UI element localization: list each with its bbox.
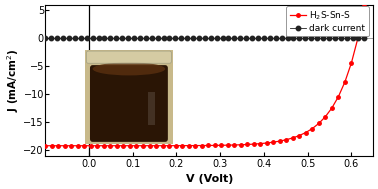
H$_2$S-Sn-S [102, 145, 106, 147]
H$_2$S-Sn-S [349, 62, 354, 64]
H$_2$S-Sn-S [76, 145, 80, 147]
dark current [362, 37, 367, 40]
H$_2$S-Sn-S [108, 145, 113, 147]
H$_2$S-Sn-S [50, 145, 54, 147]
H$_2$S-Sn-S [323, 116, 328, 118]
dark current [79, 37, 83, 40]
dark current [327, 37, 331, 40]
H$_2$S-Sn-S [141, 145, 145, 147]
H$_2$S-Sn-S [342, 81, 347, 83]
Line: H$_2$S-Sn-S: H$_2$S-Sn-S [43, 4, 366, 147]
dark current [161, 37, 166, 40]
H$_2$S-Sn-S [63, 145, 67, 147]
Legend: H$_2$S-Sn-S, dark current: H$_2$S-Sn-S, dark current [287, 6, 369, 36]
H$_2$S-Sn-S [186, 145, 191, 147]
dark current [356, 37, 361, 40]
H$_2$S-Sn-S [304, 131, 308, 134]
H$_2$S-Sn-S [134, 145, 139, 147]
H$_2$S-Sn-S [291, 137, 295, 139]
H$_2$S-Sn-S [316, 122, 321, 125]
H$_2$S-Sn-S [284, 139, 288, 141]
H$_2$S-Sn-S [82, 145, 87, 147]
H$_2$S-Sn-S [251, 143, 256, 145]
H$_2$S-Sn-S [277, 140, 282, 142]
H$_2$S-Sn-S [245, 143, 249, 146]
H$_2$S-Sn-S [167, 145, 171, 147]
H$_2$S-Sn-S [121, 145, 126, 147]
H$_2$S-Sn-S [147, 145, 152, 147]
H$_2$S-Sn-S [336, 96, 341, 98]
H$_2$S-Sn-S [219, 144, 223, 146]
H$_2$S-Sn-S [154, 145, 158, 147]
dark current [120, 37, 124, 40]
H$_2$S-Sn-S [115, 145, 119, 147]
H$_2$S-Sn-S [239, 144, 243, 146]
Y-axis label: J (mA/cm$^2$): J (mA/cm$^2$) [5, 49, 21, 112]
dark current [102, 37, 107, 40]
H$_2$S-Sn-S [199, 144, 204, 147]
H$_2$S-Sn-S [362, 5, 367, 7]
H$_2$S-Sn-S [265, 142, 269, 144]
H$_2$S-Sn-S [271, 141, 276, 143]
H$_2$S-Sn-S [95, 145, 100, 147]
H$_2$S-Sn-S [258, 143, 262, 145]
H$_2$S-Sn-S [310, 127, 314, 130]
H$_2$S-Sn-S [173, 145, 178, 147]
H$_2$S-Sn-S [128, 145, 132, 147]
H$_2$S-Sn-S [180, 145, 184, 147]
H$_2$S-Sn-S [89, 145, 93, 147]
H$_2$S-Sn-S [330, 107, 334, 109]
H$_2$S-Sn-S [297, 134, 302, 137]
H$_2$S-Sn-S [232, 144, 236, 146]
H$_2$S-Sn-S [43, 145, 48, 147]
H$_2$S-Sn-S [206, 144, 211, 147]
H$_2$S-Sn-S [225, 144, 230, 146]
H$_2$S-Sn-S [56, 145, 60, 147]
H$_2$S-Sn-S [160, 145, 165, 147]
H$_2$S-Sn-S [212, 144, 217, 146]
H$_2$S-Sn-S [69, 145, 74, 147]
Line: dark current: dark current [43, 36, 367, 41]
H$_2$S-Sn-S [356, 37, 360, 39]
dark current [43, 37, 48, 40]
H$_2$S-Sn-S [193, 144, 197, 147]
X-axis label: V (Volt): V (Volt) [186, 174, 233, 184]
